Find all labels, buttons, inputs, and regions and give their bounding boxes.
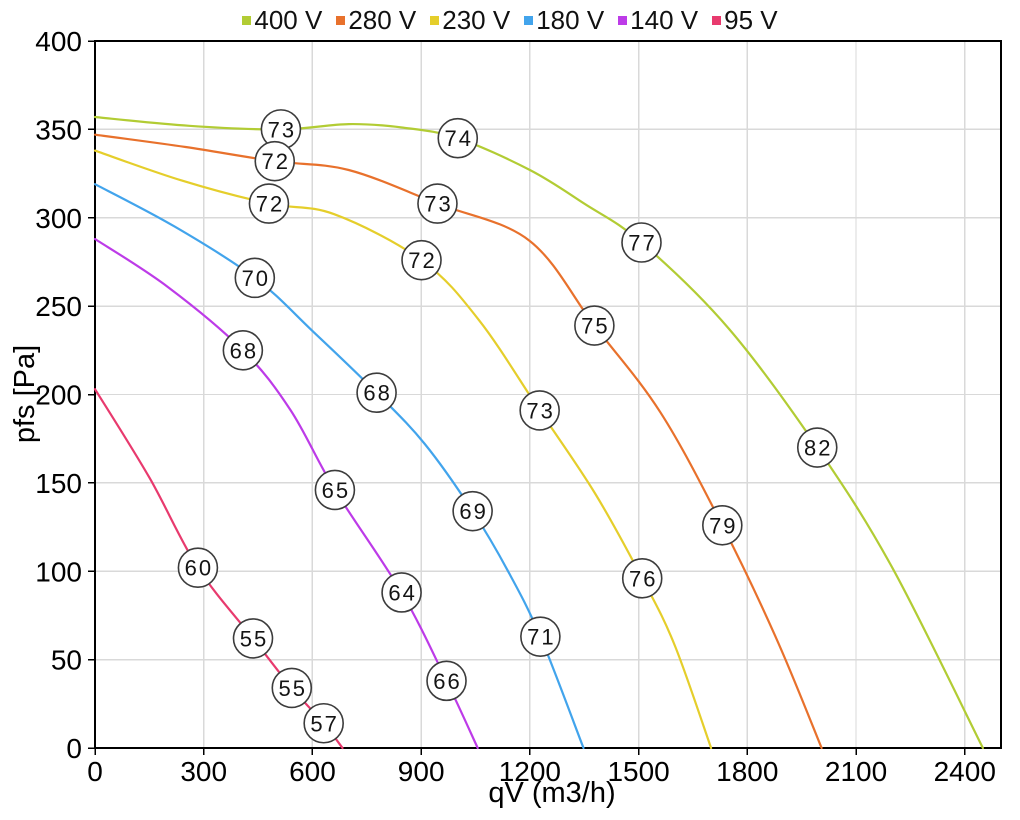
y-tick-label: 100 bbox=[35, 556, 82, 587]
x-tick-label: 900 bbox=[398, 756, 445, 787]
efficiency-marker: 73 bbox=[417, 183, 458, 224]
efficiency-marker-value: 64 bbox=[388, 580, 416, 605]
efficiency-marker-circle bbox=[222, 330, 264, 371]
efficiency-marker-value: 71 bbox=[527, 625, 555, 650]
efficiency-marker: 74 bbox=[437, 117, 479, 159]
x-tick-label: 600 bbox=[289, 756, 336, 787]
efficiency-marker-value: 73 bbox=[526, 398, 554, 423]
efficiency-marker-circle bbox=[574, 305, 615, 346]
y-tick-label: 350 bbox=[35, 114, 82, 145]
efficiency-marker-value: 72 bbox=[408, 248, 436, 273]
efficiency-marker-value: 74 bbox=[445, 126, 473, 151]
efficiency-marker: 68 bbox=[222, 330, 264, 371]
y-tick-label: 400 bbox=[35, 26, 82, 57]
efficiency-marker-value: 73 bbox=[268, 117, 296, 142]
efficiency-marker-value: 55 bbox=[279, 676, 307, 701]
efficiency-marker-circle bbox=[796, 427, 838, 468]
y-tick-label: 150 bbox=[35, 468, 82, 499]
efficiency-marker-value: 76 bbox=[629, 566, 657, 591]
efficiency-marker-circle bbox=[248, 183, 290, 224]
efficiency-marker-value: 77 bbox=[628, 230, 656, 255]
efficiency-marker: 60 bbox=[177, 547, 219, 589]
efficiency-marker-circle bbox=[452, 490, 493, 532]
efficiency-marker-circle bbox=[254, 140, 296, 182]
efficiency-marker: 79 bbox=[702, 504, 743, 546]
curve-180-v bbox=[93, 183, 585, 750]
efficiency-marker: 76 bbox=[621, 558, 663, 599]
x-tick-label: 1200 bbox=[499, 756, 561, 787]
curve-230-v bbox=[93, 149, 713, 750]
efficiency-marker-value: 72 bbox=[256, 192, 284, 217]
x-tick-label: 300 bbox=[180, 756, 227, 787]
efficiency-marker: 69 bbox=[452, 490, 493, 532]
efficiency-marker-value: 65 bbox=[322, 478, 350, 503]
axes bbox=[88, 40, 1002, 755]
efficiency-marker-value: 73 bbox=[424, 192, 452, 217]
efficiency-marker: 77 bbox=[621, 222, 662, 263]
efficiency-marker: 72 bbox=[401, 239, 442, 281]
x-tick-label: 1500 bbox=[607, 756, 669, 787]
efficiency-marker: 70 bbox=[234, 257, 276, 299]
efficiency-marker-circle bbox=[356, 372, 397, 414]
efficiency-marker-circle bbox=[381, 572, 422, 613]
x-tick-label: 2100 bbox=[825, 756, 887, 787]
efficiency-markers: 73 74 77 82 72 73 75 79 72 72 73 76 70 68 69 71 68 65 64 66… bbox=[177, 109, 838, 744]
efficiency-marker-circle bbox=[234, 257, 276, 299]
efficiency-marker-value: 55 bbox=[240, 626, 268, 651]
efficiency-marker-circle bbox=[519, 390, 560, 431]
efficiency-marker-circle bbox=[232, 618, 274, 659]
efficiency-marker: 73 bbox=[519, 390, 560, 431]
efficiency-marker-value: 68 bbox=[363, 381, 391, 406]
x-tick-label: 1800 bbox=[716, 756, 778, 787]
x-tick-label: 2400 bbox=[934, 756, 996, 787]
efficiency-marker-value: 57 bbox=[310, 711, 338, 736]
efficiency-marker: 57 bbox=[303, 702, 344, 744]
efficiency-marker: 71 bbox=[520, 616, 561, 657]
efficiency-marker-value: 82 bbox=[804, 436, 832, 461]
efficiency-marker-circle bbox=[426, 660, 467, 702]
efficiency-marker-circle bbox=[437, 117, 479, 159]
efficiency-marker-circle bbox=[314, 469, 356, 511]
efficiency-marker-circle bbox=[303, 702, 344, 744]
y-tick-label: 200 bbox=[35, 380, 82, 411]
efficiency-marker: 55 bbox=[271, 667, 313, 709]
efficiency-marker-value: 72 bbox=[262, 149, 290, 174]
efficiency-marker-value: 66 bbox=[433, 669, 461, 694]
efficiency-marker-circle bbox=[177, 547, 219, 589]
y-tick-label: 250 bbox=[35, 291, 82, 322]
efficiency-marker-value: 79 bbox=[709, 513, 737, 538]
efficiency-marker-circle bbox=[520, 616, 561, 657]
efficiency-marker-value: 69 bbox=[459, 499, 487, 524]
efficiency-marker: 55 bbox=[232, 618, 274, 659]
efficiency-marker: 72 bbox=[254, 140, 296, 182]
efficiency-marker: 64 bbox=[381, 572, 422, 613]
efficiency-marker: 73 bbox=[260, 109, 302, 150]
efficiency-marker-value: 68 bbox=[230, 338, 258, 363]
y-tick-label: 300 bbox=[35, 203, 82, 234]
efficiency-marker-circle bbox=[621, 222, 662, 263]
efficiency-marker-circle bbox=[621, 558, 663, 599]
efficiency-marker: 66 bbox=[426, 660, 467, 702]
x-axis-title: qV (m3/h) bbox=[488, 777, 616, 809]
efficiency-marker-circle bbox=[401, 239, 442, 281]
efficiency-marker-value: 60 bbox=[185, 556, 213, 581]
efficiency-marker-circle bbox=[417, 183, 458, 224]
efficiency-marker: 68 bbox=[356, 372, 397, 414]
efficiency-marker: 75 bbox=[574, 305, 615, 346]
efficiency-marker: 72 bbox=[248, 183, 290, 224]
y-tick-label: 0 bbox=[66, 733, 82, 764]
tick-labels: 0 300 600 900 1200 1500 1800 2100 2400 0 50 100 150 2… bbox=[35, 26, 996, 787]
efficiency-marker-value: 75 bbox=[581, 314, 609, 339]
y-axis-title: pfs [Pa] bbox=[9, 344, 41, 444]
y-tick-label: 50 bbox=[51, 645, 82, 676]
efficiency-marker: 65 bbox=[314, 469, 356, 511]
efficiency-marker-circle bbox=[702, 504, 743, 546]
efficiency-marker-circle bbox=[271, 667, 313, 709]
efficiency-marker: 82 bbox=[796, 427, 838, 468]
x-tick-label: 0 bbox=[87, 756, 103, 787]
efficiency-marker-value: 70 bbox=[242, 266, 270, 291]
